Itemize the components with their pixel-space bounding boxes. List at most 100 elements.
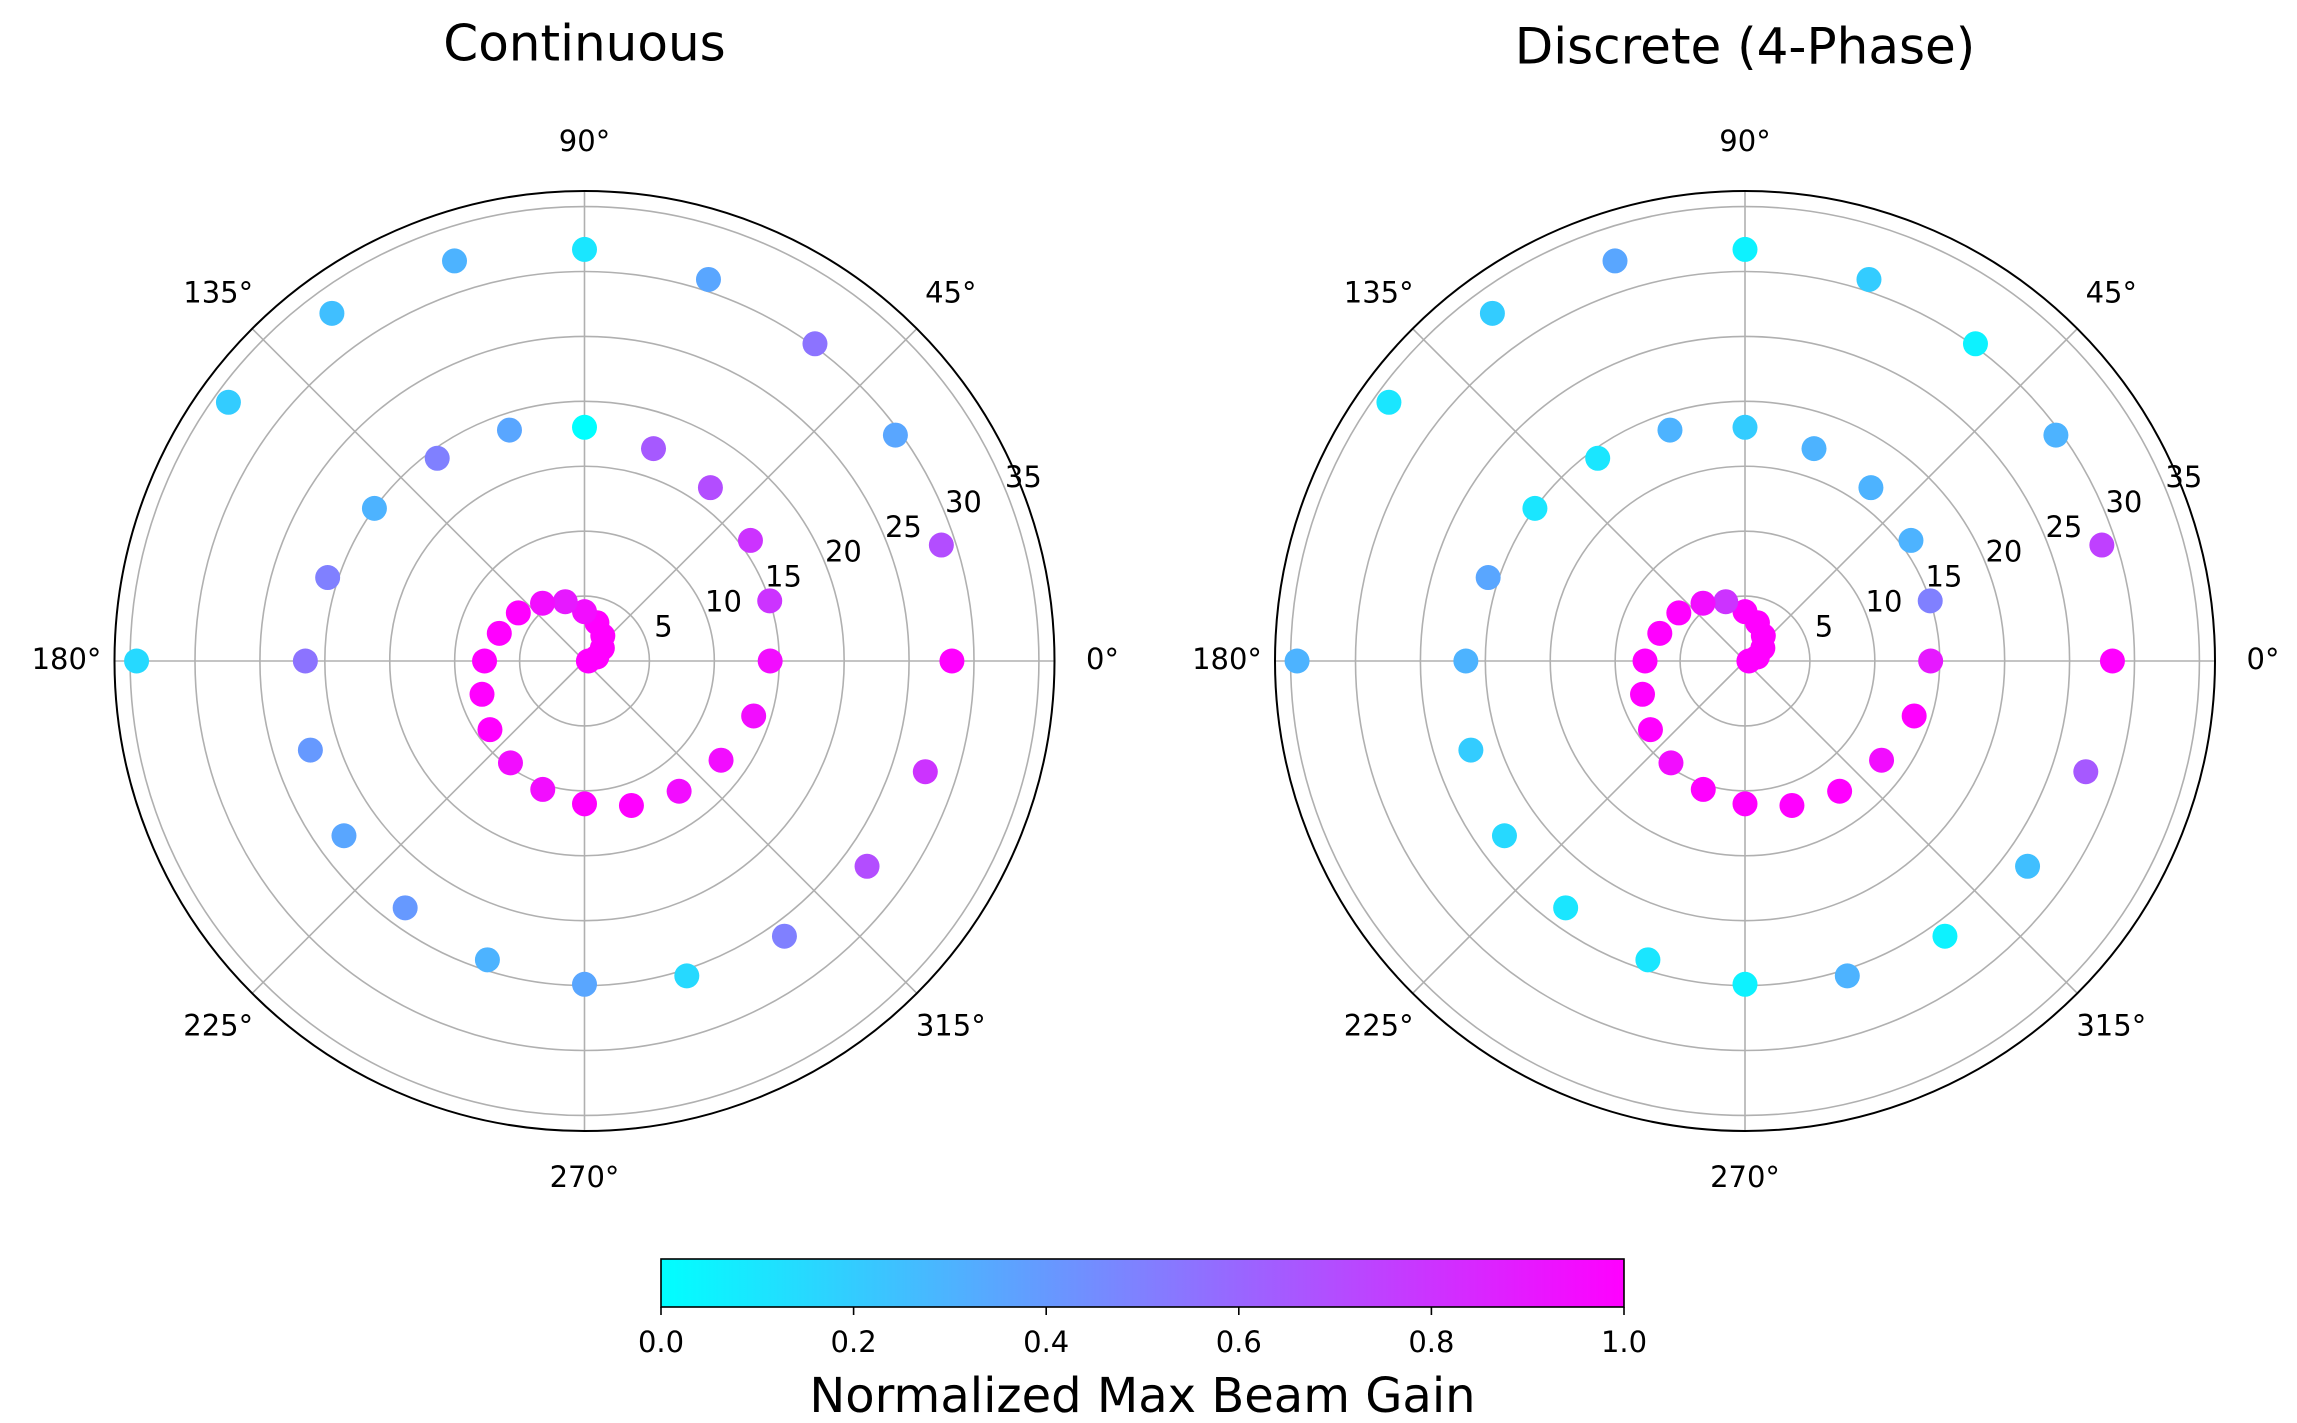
scatter-point (1917, 588, 1943, 614)
scatter-point (315, 565, 341, 591)
theta-tick-label: 315° (916, 1008, 986, 1042)
scatter-point (697, 475, 723, 501)
scatter-point (1602, 248, 1628, 274)
scatter-point (1918, 648, 1944, 674)
scatter-point (737, 527, 763, 553)
theta-tick-label: 270° (550, 1160, 620, 1194)
r-tick-label: 35 (2165, 460, 2202, 494)
scatter-point (552, 589, 578, 615)
scatter-point (1453, 648, 1479, 674)
grid-spoke (1744, 660, 2078, 994)
theta-tick-label: 225° (183, 1008, 253, 1042)
scatter-point (1666, 600, 1692, 626)
scatter-point (666, 778, 692, 804)
scatter-point (469, 681, 495, 707)
scatter-point (572, 414, 597, 440)
theta-tick-label: 180° (32, 642, 102, 676)
r-tick-label: 15 (1926, 560, 1963, 594)
theta-tick-label: 135° (183, 276, 253, 310)
r-tick-label: 25 (885, 510, 922, 544)
scatter-point (1479, 300, 1505, 326)
scatter-point (1657, 417, 1683, 443)
colorbar-tick-label: 1.0 (1601, 1325, 1647, 1359)
polar-axes: Discrete (4-Phase) 0° 45° 90° 135° 180° 225° 27… (1192, 18, 2279, 1195)
scatter-point (1732, 414, 1758, 440)
scatter-point (530, 590, 556, 616)
scatter-point (928, 532, 954, 558)
r-tick-label: 20 (825, 535, 862, 569)
grid-spoke (251, 328, 586, 662)
r-tick-label: 30 (945, 485, 982, 519)
scatter-point (2073, 759, 2099, 785)
scatter-point (1637, 717, 1663, 743)
scatter-point (1647, 620, 1673, 646)
grid-spoke (583, 328, 918, 662)
scatter-point (1284, 648, 1310, 674)
scatter-point (912, 759, 938, 785)
scatter-point (424, 445, 450, 471)
scatter-point (215, 389, 241, 415)
chart-title: Continuous (443, 15, 725, 73)
scatter-point (882, 422, 908, 448)
scatter-point (1732, 791, 1758, 817)
theta-tick-label: 90° (1719, 124, 1770, 158)
theta-tick-label: 135° (1344, 276, 1414, 310)
colorbar-tick-label: 0.8 (1408, 1325, 1454, 1359)
scatter-point (2089, 532, 2115, 558)
scatter-point (505, 600, 531, 626)
theta-tick-label: 270° (1710, 1160, 1780, 1194)
grid-spoke (583, 660, 918, 994)
scatter-point (708, 747, 734, 773)
colorbar-gradient (660, 1258, 1625, 1308)
polar-axes: Continuous0°45°90°135°180°225°270°315°51… (32, 15, 1119, 1195)
scatter-point (124, 648, 150, 674)
scatter-point (297, 737, 323, 763)
scatter-point (442, 248, 468, 274)
scatter-point (1827, 778, 1853, 804)
scatter-point (1658, 750, 1684, 776)
scatter-point (1858, 475, 1884, 501)
grid-spoke (1412, 328, 1746, 662)
scatter-point (1690, 590, 1716, 616)
scatter-point (392, 895, 418, 921)
scatter-point (1856, 266, 1882, 292)
scatter-point (2043, 422, 2069, 448)
r-tick-label: 30 (2105, 485, 2142, 519)
scatter-point (572, 599, 597, 625)
colorbar-label: Normalized Max Beam Gain (809, 1368, 1475, 1423)
scatter-point (361, 495, 387, 521)
scatter-point (1932, 923, 1958, 949)
scatter-point (496, 417, 522, 443)
scatter-point (1898, 527, 1924, 553)
scatter-point (939, 648, 965, 674)
r-tick-label: 5 (1815, 609, 1833, 643)
r-tick-label: 20 (1985, 535, 2022, 569)
scatter-point (1962, 331, 1988, 357)
scatter-point (618, 792, 644, 818)
scatter-point (572, 971, 597, 997)
theta-tick-label: 0° (1086, 642, 1119, 676)
r-tick-label: 10 (1866, 584, 1903, 618)
theta-tick-label: 45° (2086, 276, 2137, 310)
scatter-point (319, 300, 345, 326)
scatter-point (1585, 445, 1611, 471)
scatter-point (1553, 895, 1579, 921)
scatter-point (1635, 947, 1661, 973)
scatter-point (2099, 648, 2125, 674)
scatter-point (486, 620, 512, 646)
scatter-point (1522, 495, 1548, 521)
scatter-point (854, 853, 880, 879)
scatter-point (1732, 236, 1758, 262)
scatter-point (497, 750, 523, 776)
colorbar-tick-label: 0.6 (1216, 1325, 1262, 1359)
scatter-point (695, 266, 721, 292)
chart-title: Discrete (4-Phase) (1515, 18, 1976, 76)
scatter-point (1713, 589, 1739, 615)
scatter-point (1834, 963, 1860, 989)
scatter-point (802, 331, 828, 357)
r-tick-label: 15 (765, 560, 802, 594)
scatter-point (1458, 737, 1484, 763)
scatter-point (472, 648, 498, 674)
scatter-point (1732, 599, 1758, 625)
